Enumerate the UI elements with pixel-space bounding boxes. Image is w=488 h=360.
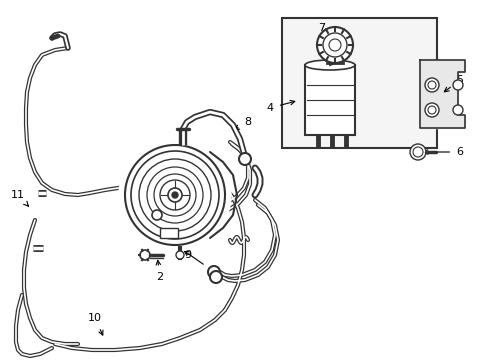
Ellipse shape xyxy=(305,60,354,70)
Circle shape xyxy=(409,144,425,160)
Bar xyxy=(282,18,436,148)
Circle shape xyxy=(119,139,230,251)
Circle shape xyxy=(140,250,150,260)
Circle shape xyxy=(424,103,438,117)
Text: 2: 2 xyxy=(156,260,163,282)
Circle shape xyxy=(452,80,462,90)
Text: 5: 5 xyxy=(444,75,463,92)
Circle shape xyxy=(427,81,435,89)
Circle shape xyxy=(168,188,182,202)
Circle shape xyxy=(239,153,250,165)
Polygon shape xyxy=(419,60,464,128)
Circle shape xyxy=(412,147,422,157)
Circle shape xyxy=(176,251,183,259)
Circle shape xyxy=(152,210,162,220)
Circle shape xyxy=(316,27,352,63)
Circle shape xyxy=(172,192,178,198)
Text: 3: 3 xyxy=(126,200,152,214)
Text: 8: 8 xyxy=(234,117,251,129)
Bar xyxy=(305,65,354,135)
Circle shape xyxy=(323,33,346,57)
Circle shape xyxy=(424,78,438,92)
Circle shape xyxy=(209,271,222,283)
Text: 1: 1 xyxy=(184,251,216,276)
Circle shape xyxy=(452,105,462,115)
Text: 10: 10 xyxy=(88,313,103,335)
Text: 9: 9 xyxy=(184,222,207,260)
Text: 11: 11 xyxy=(11,190,28,206)
Text: 6: 6 xyxy=(423,147,463,157)
Text: 7: 7 xyxy=(318,23,331,41)
Circle shape xyxy=(207,266,220,278)
Circle shape xyxy=(328,39,340,51)
Bar xyxy=(160,228,178,238)
Circle shape xyxy=(427,106,435,114)
Text: 4: 4 xyxy=(266,100,294,113)
